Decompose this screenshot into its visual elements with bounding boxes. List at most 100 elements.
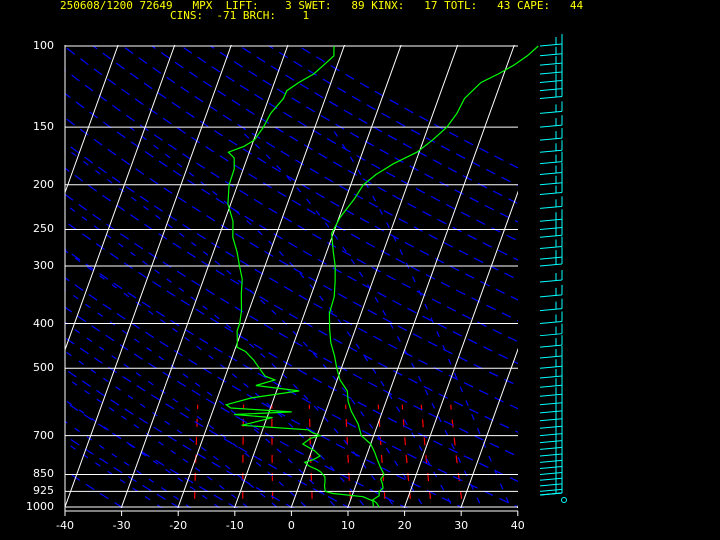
wind-barbs (539, 34, 567, 503)
mixing-ratio-line (377, 404, 387, 508)
wind-barb (539, 86, 563, 100)
dry-adiabats (65, 45, 518, 508)
isotherm-line (65, 45, 176, 352)
temperature-tick-label: -10 (225, 519, 244, 532)
mixing-ratio-line (271, 404, 274, 508)
dry-adiabat-line (268, 45, 518, 187)
dry-adiabat-line (65, 277, 465, 508)
moist-adiabat-line (330, 126, 512, 508)
temperature-tick-label: -20 (169, 519, 188, 532)
wind-barb (539, 162, 563, 176)
wind-barb (539, 416, 563, 429)
pressure-tick-label: 150 (33, 120, 54, 134)
dry-adiabat-line (65, 220, 518, 483)
wind-barb (539, 34, 563, 47)
wind-barb (539, 236, 563, 250)
wind-barb (539, 43, 563, 57)
isotherm-line (403, 190, 518, 508)
wind-barb (539, 140, 563, 153)
wind-barb (539, 356, 563, 369)
isotherm-line (571, 25, 720, 517)
moist-adiabat-line (65, 249, 367, 508)
dry-adiabat-line (65, 336, 352, 508)
moist-adiabat-line (65, 146, 425, 508)
pressure-tick-label: 1000 (26, 500, 54, 513)
dry-adiabat-line (65, 193, 518, 458)
wind-barb (539, 128, 563, 141)
isotherm-line (233, 45, 402, 508)
wind-barb (539, 225, 563, 238)
isobars (65, 45, 518, 508)
isotherm-line (65, 45, 119, 195)
wind-barb (539, 443, 563, 457)
dry-adiabat-line (210, 45, 518, 223)
pressure-tick-label: 400 (33, 316, 54, 330)
calm-wind-marker (561, 497, 567, 503)
pressure-tick-label: 500 (33, 361, 54, 375)
wind-barb (539, 284, 563, 298)
dry-adiabat-line (65, 117, 518, 387)
pressure-tick-label: 300 (33, 258, 54, 272)
dry-adiabat-line (92, 45, 518, 301)
moist-adiabat-line (65, 321, 309, 508)
moist-adiabat-line (65, 203, 396, 508)
wind-barb (539, 151, 563, 165)
wind-barb (539, 115, 563, 128)
wind-barb (539, 423, 563, 437)
pressure-tick-label: 700 (33, 428, 54, 442)
wind-barb (539, 450, 563, 463)
temperature-tick-label: -40 (56, 519, 74, 532)
moist-adiabat-line (65, 375, 250, 508)
dry-adiabat-line (151, 45, 518, 261)
isotherm-line (347, 45, 515, 508)
isotherm-line (65, 45, 232, 508)
wind-barb (539, 182, 563, 196)
dry-adiabat-line (65, 469, 125, 508)
pressure-tick-label: 925 (33, 484, 54, 498)
pressure-tick-label: 200 (33, 177, 54, 191)
wind-barb (539, 430, 563, 444)
pressure-tick-label: 100 (33, 39, 54, 52)
dewpoint-profile (224, 45, 375, 508)
wind-barb (539, 172, 563, 186)
wind-barb (539, 298, 563, 312)
temperature-tick-label: 30 (454, 519, 469, 532)
wind-barb (539, 253, 563, 267)
temperature-tick-label: -30 (112, 519, 131, 532)
moist-adiabat-line (65, 350, 279, 508)
wind-barb (539, 247, 563, 260)
dry-adiabat-line (65, 401, 238, 508)
temperature-profile (328, 45, 539, 508)
temperature-tick-label: 20 (397, 519, 412, 532)
temperature-tick-label: 0 (287, 519, 295, 532)
mixing-ratio-line (242, 404, 245, 508)
dry-adiabat-line (65, 92, 518, 365)
plot-frame (64, 45, 519, 516)
dry-adiabat-line (180, 45, 518, 242)
isotherm-line (460, 347, 518, 508)
wind-barb (539, 53, 563, 66)
dry-adiabat-line (122, 45, 518, 281)
isotherm-line (0, 25, 12, 517)
wind-barb (539, 269, 563, 283)
wind-barb (539, 384, 563, 397)
dry-adiabat-line (298, 45, 518, 169)
wind-barb (539, 311, 563, 325)
isotherm-line (177, 45, 346, 508)
isotherm-line (120, 45, 289, 508)
dry-adiabat-line (65, 46, 518, 322)
wind-barb (539, 408, 563, 422)
wind-barb (539, 101, 563, 114)
mixing-ratio-line (420, 404, 433, 508)
wind-barb (539, 375, 563, 388)
sounding-header-line2: CINS: -71 BRCH: 1 (170, 9, 310, 22)
wind-barb (539, 209, 563, 222)
dry-adiabat-line (65, 434, 182, 508)
moist-adiabat-line (236, 126, 483, 508)
pressure-tick-label: 850 (33, 467, 54, 481)
mixing-ratio-lines (193, 404, 464, 508)
wind-barb (539, 323, 563, 337)
dry-adiabat-line (65, 167, 518, 433)
wind-barb (539, 437, 563, 450)
